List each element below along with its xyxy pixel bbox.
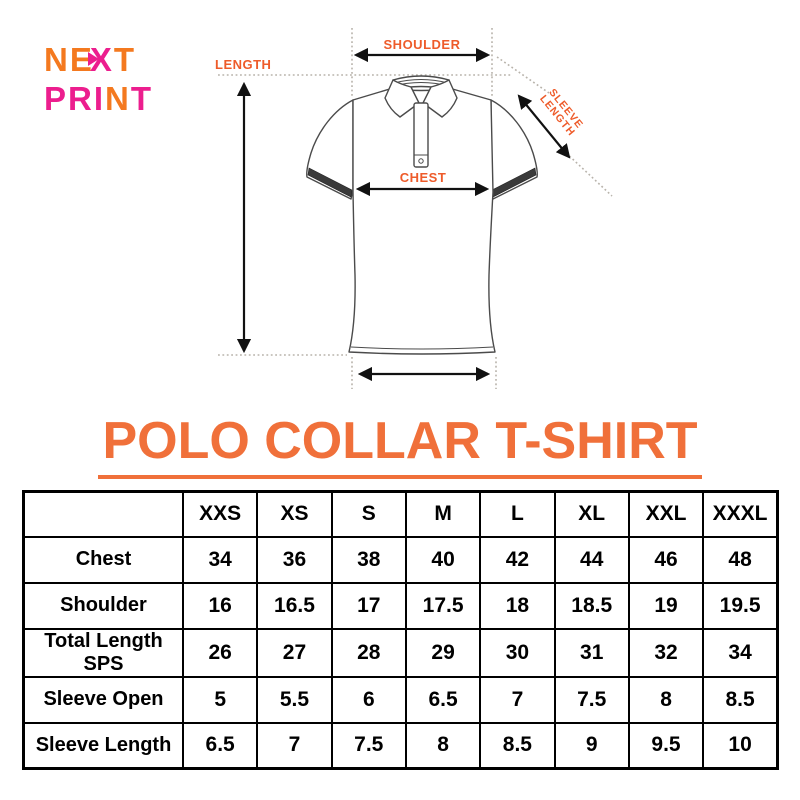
polo-shirt-drawing: [306, 75, 538, 355]
logo-letter: T: [130, 80, 154, 117]
logo-letter: X: [89, 41, 114, 78]
table-cell: 42: [479, 535, 556, 584]
logo-letter: T: [113, 41, 137, 78]
table-cell: 8: [404, 721, 482, 770]
table-cell: 48: [702, 535, 779, 584]
table-cell: 10: [702, 721, 779, 770]
table-cell: 29: [404, 627, 482, 678]
logo-letter: E: [69, 41, 94, 78]
size-column-header-l: L: [479, 490, 556, 538]
left-cuff-stripe: [307, 167, 353, 198]
table-cell: 18.5: [553, 581, 630, 630]
table-cell: 7.5: [553, 675, 630, 724]
table-cell: 34: [702, 627, 779, 678]
table-cell: 27: [256, 627, 333, 678]
table-body: Chest 34 36 38 40 42 44 46 48 Shoulder 16 16.5 17 17.…: [22, 535, 779, 770]
table-cell: 26: [181, 627, 259, 678]
table-cell: 5: [181, 675, 259, 724]
guide-lines: [218, 28, 613, 389]
table-cell: 44: [553, 535, 630, 584]
table-cell: 8.5: [479, 721, 556, 770]
length-label: LENGTH: [215, 57, 271, 72]
table-row: Sleeve Length 6.5 7 7.5 8 8.5 9 9.5 10: [22, 721, 779, 770]
size-column-header-s: S: [330, 490, 407, 538]
size-column-header-xxxl: XXXL: [702, 490, 779, 538]
size-column-header-xl: XL: [553, 490, 630, 538]
page-title: POLO COLLAR T-SHIRT: [98, 414, 702, 479]
table-cell: 17: [330, 581, 407, 630]
table-cell: 7: [256, 721, 333, 770]
size-table: XXS XS S M L XL XXL XXXL Chest 34 36 38 40 42 44 46 48 S…: [22, 490, 779, 770]
logo-letter: P: [44, 80, 69, 117]
size-column-header-xs: XS: [256, 490, 333, 538]
table-cell: 32: [627, 627, 705, 678]
nextprint-logo: NEXT PRINT: [44, 40, 153, 118]
row-label: Sleeve Length: [22, 721, 184, 770]
table-cell: 6.5: [404, 675, 482, 724]
table-cell: 19: [627, 581, 705, 630]
table-cell: 8.5: [702, 675, 779, 724]
shoulder-label: SHOULDER: [384, 37, 461, 52]
table-cell: 16: [181, 581, 259, 630]
table-cell: 7.5: [330, 721, 407, 770]
table-cell: 6.5: [181, 721, 259, 770]
table-cell: 17.5: [404, 581, 482, 630]
logo-arrow-icon: [87, 52, 99, 67]
table-cell: 18: [479, 581, 556, 630]
table-cell: 34: [181, 535, 259, 584]
size-column-header-xxl: XXL: [627, 490, 705, 538]
table-cell: 6: [330, 675, 407, 724]
row-label: Total Length SPS: [22, 627, 184, 678]
table-cell: 16.5: [256, 581, 333, 630]
table-cell: 31: [553, 627, 630, 678]
size-diagram: SHOULDER LENGTH CHEST SLEEVE LENGTH: [215, 28, 613, 389]
table-row: Chest 34 36 38 40 42 44 46 48: [22, 535, 779, 584]
size-column-header-xxs: XXS: [181, 490, 259, 538]
sleeve-length-arrow: [517, 94, 571, 159]
row-label: Shoulder: [22, 581, 184, 630]
logo-word-next: NEXT: [44, 40, 153, 79]
table-cell: 38: [330, 535, 407, 584]
measurement-arrows: [236, 47, 571, 382]
table-cell: 9: [553, 721, 630, 770]
logo-word-print: PRINT: [44, 79, 153, 118]
table-cell: 8: [627, 675, 705, 724]
size-column-header-m: M: [404, 490, 482, 538]
logo-letter: I: [93, 80, 106, 117]
logo-letter: N: [105, 80, 131, 117]
table-cell: 46: [627, 535, 705, 584]
row-label: Chest: [22, 535, 184, 584]
table-cell: 28: [330, 627, 407, 678]
table-cell: 5.5: [256, 675, 333, 724]
table-corner-cell: [22, 490, 184, 538]
table-row: Sleeve Open 5 5.5 6 6.5 7 7.5 8 8.5: [22, 675, 779, 724]
logo-letter: N: [44, 41, 70, 78]
table-cell: 7: [479, 675, 556, 724]
table-row: Total Length SPS 26 27 28 29 30 31 32 34: [22, 627, 779, 678]
row-label: Sleeve Open: [22, 675, 184, 724]
table-row: Shoulder 16 16.5 17 17.5 18 18.5 19 19.5: [22, 581, 779, 630]
table-cell: 9.5: [627, 721, 705, 770]
table-cell: 30: [479, 627, 556, 678]
table-cell: 19.5: [702, 581, 779, 630]
table-cell: 36: [256, 535, 333, 584]
table-cell: 40: [404, 535, 482, 584]
logo-letter: R: [68, 80, 94, 117]
sleeve-length-label: SLEEVE LENGTH: [537, 87, 585, 139]
chest-label: CHEST: [400, 170, 447, 185]
table-header-row: XXS XS S M L XL XXL XXXL: [22, 490, 779, 538]
